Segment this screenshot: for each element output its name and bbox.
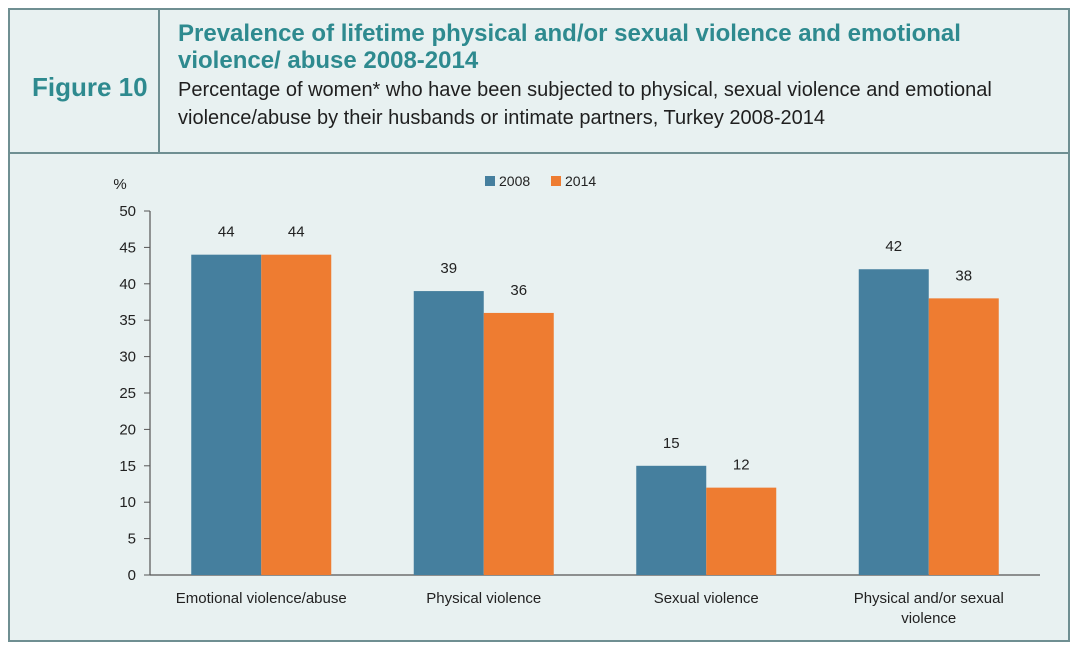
bar-2014 [261,254,332,575]
bar-2008 [636,465,707,575]
y-tick-label: 40 [119,276,136,293]
data-label: 15 [663,435,680,452]
bar-2014 [928,298,999,575]
figure-header: Figure 10 Prevalence of lifetime physica… [10,10,1068,154]
chart-title: Prevalence of lifetime physical and/or s… [178,20,961,74]
figure-label: Figure 10 [32,72,148,102]
bar-2008 [191,254,262,575]
figure-label-cell: Figure 10 [10,10,160,152]
data-label: 36 [510,282,527,299]
y-tick-label: 10 [119,494,136,511]
y-tick-label: 25 [119,385,136,402]
y-axis-label: % [113,176,126,193]
data-label: 44 [218,224,235,241]
y-tick-label: 45 [119,239,136,256]
category-label: Physical violence [426,590,541,607]
legend-swatch-2008 [485,176,495,186]
y-tick-label: 35 [119,312,136,329]
y-tick-label: 5 [128,531,136,548]
data-label: 38 [955,267,972,284]
chart-area: 0 5 10 15 20 25 30 35 40 45 50% 44 44 Emotional viole… [10,154,1068,640]
bar-2008 [858,269,929,575]
bar-2008 [413,291,484,575]
legend-label: 2008 [499,173,530,189]
data-label: 12 [733,457,750,474]
category-label: Sexual violence [654,590,759,607]
bar-chart: 0 5 10 15 20 25 30 35 40 45 50% 44 44 Emotional viole… [113,173,1040,627]
category-label: Emotional violence/abuse [176,590,347,607]
y-tick-label: 0 [128,567,136,584]
legend-swatch-2014 [551,176,561,186]
y-tick-label: 15 [119,458,136,475]
y-tick-label: 30 [119,349,136,366]
figure-frame: Figure 10 Prevalence of lifetime physica… [8,8,1070,642]
y-tick-label: 20 [119,421,136,438]
bar-2014 [483,312,554,575]
data-label: 42 [885,238,902,255]
y-tick-label: 50 [119,203,136,220]
chart-subtitle: Percentage of women* who have been subje… [178,79,992,129]
data-label: 44 [288,224,305,241]
legend-label: 2014 [565,173,596,189]
category-label: Physical and/or sexual [854,590,1004,607]
category-label: violence [901,610,956,627]
bar-2014 [706,487,777,575]
data-label: 39 [440,260,457,277]
